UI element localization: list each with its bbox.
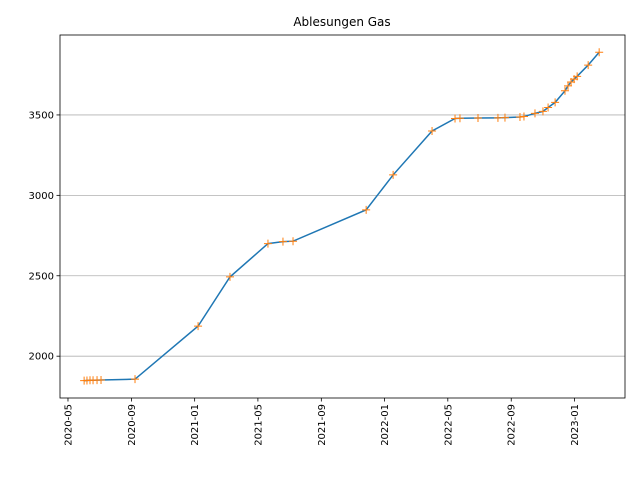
- x-tick-label: 2021-09: [317, 404, 328, 446]
- marker: [225, 272, 234, 281]
- x-tick-label: 2022-01: [380, 404, 391, 446]
- marker: [500, 113, 509, 122]
- marker: [131, 375, 140, 384]
- marker: [595, 48, 604, 57]
- y-tick-label: 2000: [29, 352, 54, 363]
- marker: [519, 112, 528, 121]
- x-tick-label: 2020-09: [127, 404, 138, 446]
- marker: [560, 86, 569, 95]
- x-tick-label: 2023-01: [570, 404, 581, 446]
- chart-title: Ablesungen Gas: [293, 15, 390, 29]
- x-tick-label: 2021-05: [253, 404, 264, 446]
- marker: [289, 237, 298, 246]
- marker: [493, 113, 502, 122]
- y-tick-label: 3500: [29, 110, 54, 121]
- marker: [97, 375, 106, 384]
- y-tick-label: 3000: [29, 191, 54, 202]
- marker: [428, 127, 437, 136]
- marker: [194, 322, 203, 331]
- marker: [455, 114, 464, 123]
- marker: [551, 98, 560, 107]
- x-tick-label: 2022-09: [507, 404, 518, 446]
- marker: [530, 109, 539, 118]
- marker: [263, 239, 272, 248]
- marker: [584, 61, 593, 70]
- marker: [278, 237, 287, 246]
- x-tick-label: 2022-05: [443, 404, 454, 446]
- plot-frame: [59, 34, 626, 399]
- marker: [538, 107, 547, 116]
- x-tick-label: 2021-01: [190, 404, 201, 446]
- marker: [474, 113, 483, 122]
- y-tick-label: 2500: [29, 271, 54, 282]
- marker: [544, 103, 553, 112]
- marker: [573, 72, 582, 81]
- x-tick-label: 2020-05: [63, 404, 74, 446]
- series-line: [84, 51, 600, 382]
- marker: [362, 205, 371, 214]
- marker: [389, 170, 398, 179]
